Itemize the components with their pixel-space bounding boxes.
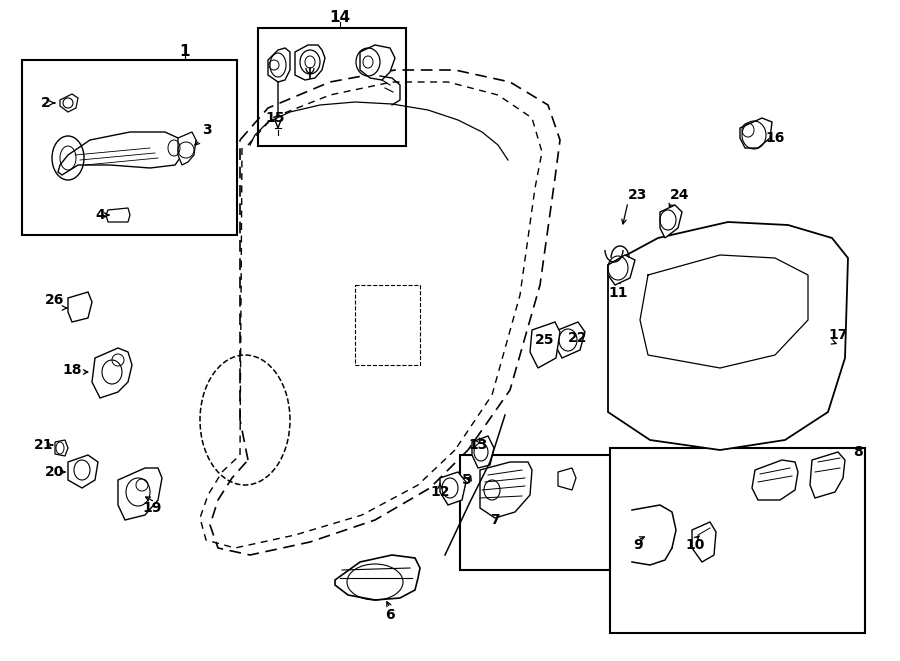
Polygon shape [68,455,98,488]
Polygon shape [60,94,78,112]
Polygon shape [660,205,682,238]
Text: 22: 22 [568,331,588,345]
Text: 11: 11 [608,286,628,300]
Text: 19: 19 [142,501,162,515]
Text: 3: 3 [202,123,211,137]
Text: 18: 18 [62,363,82,377]
Text: 12: 12 [430,485,450,499]
Text: 13: 13 [468,438,488,452]
Polygon shape [608,222,848,450]
Text: 21: 21 [34,438,54,452]
Polygon shape [558,468,576,490]
Polygon shape [752,460,798,500]
Bar [258,28,406,146]
Polygon shape [530,322,560,368]
Text: 23: 23 [628,188,648,202]
Text: 1: 1 [180,44,190,59]
Text: 20: 20 [45,465,65,479]
Text: 9: 9 [634,538,643,552]
Polygon shape [480,462,532,518]
Polygon shape [58,132,182,175]
Polygon shape [360,45,395,80]
Polygon shape [295,45,325,80]
Text: 5: 5 [462,473,472,487]
Polygon shape [810,452,845,498]
Text: 10: 10 [685,538,705,552]
Polygon shape [555,322,585,358]
Polygon shape [268,48,290,82]
Polygon shape [92,348,132,398]
Polygon shape [740,118,772,148]
Text: 16: 16 [765,131,785,145]
Polygon shape [335,555,420,600]
Polygon shape [692,522,716,562]
Text: 6: 6 [385,608,395,622]
Polygon shape [440,472,466,505]
Polygon shape [472,436,494,468]
Text: 7: 7 [491,513,500,527]
Polygon shape [68,292,92,322]
Text: 24: 24 [670,188,689,202]
Polygon shape [608,255,635,285]
Bar [610,448,865,633]
Polygon shape [55,440,68,456]
Bar [22,60,237,235]
Text: 26: 26 [45,293,65,307]
Text: 14: 14 [329,9,351,24]
Text: 25: 25 [536,333,554,347]
Text: 15: 15 [266,111,284,125]
Text: 8: 8 [853,445,863,459]
Polygon shape [106,208,130,222]
Polygon shape [118,468,162,520]
Text: 4: 4 [95,208,105,222]
Text: 2: 2 [41,96,51,110]
Text: 17: 17 [828,328,848,342]
Bar [460,455,625,570]
Polygon shape [178,132,196,165]
